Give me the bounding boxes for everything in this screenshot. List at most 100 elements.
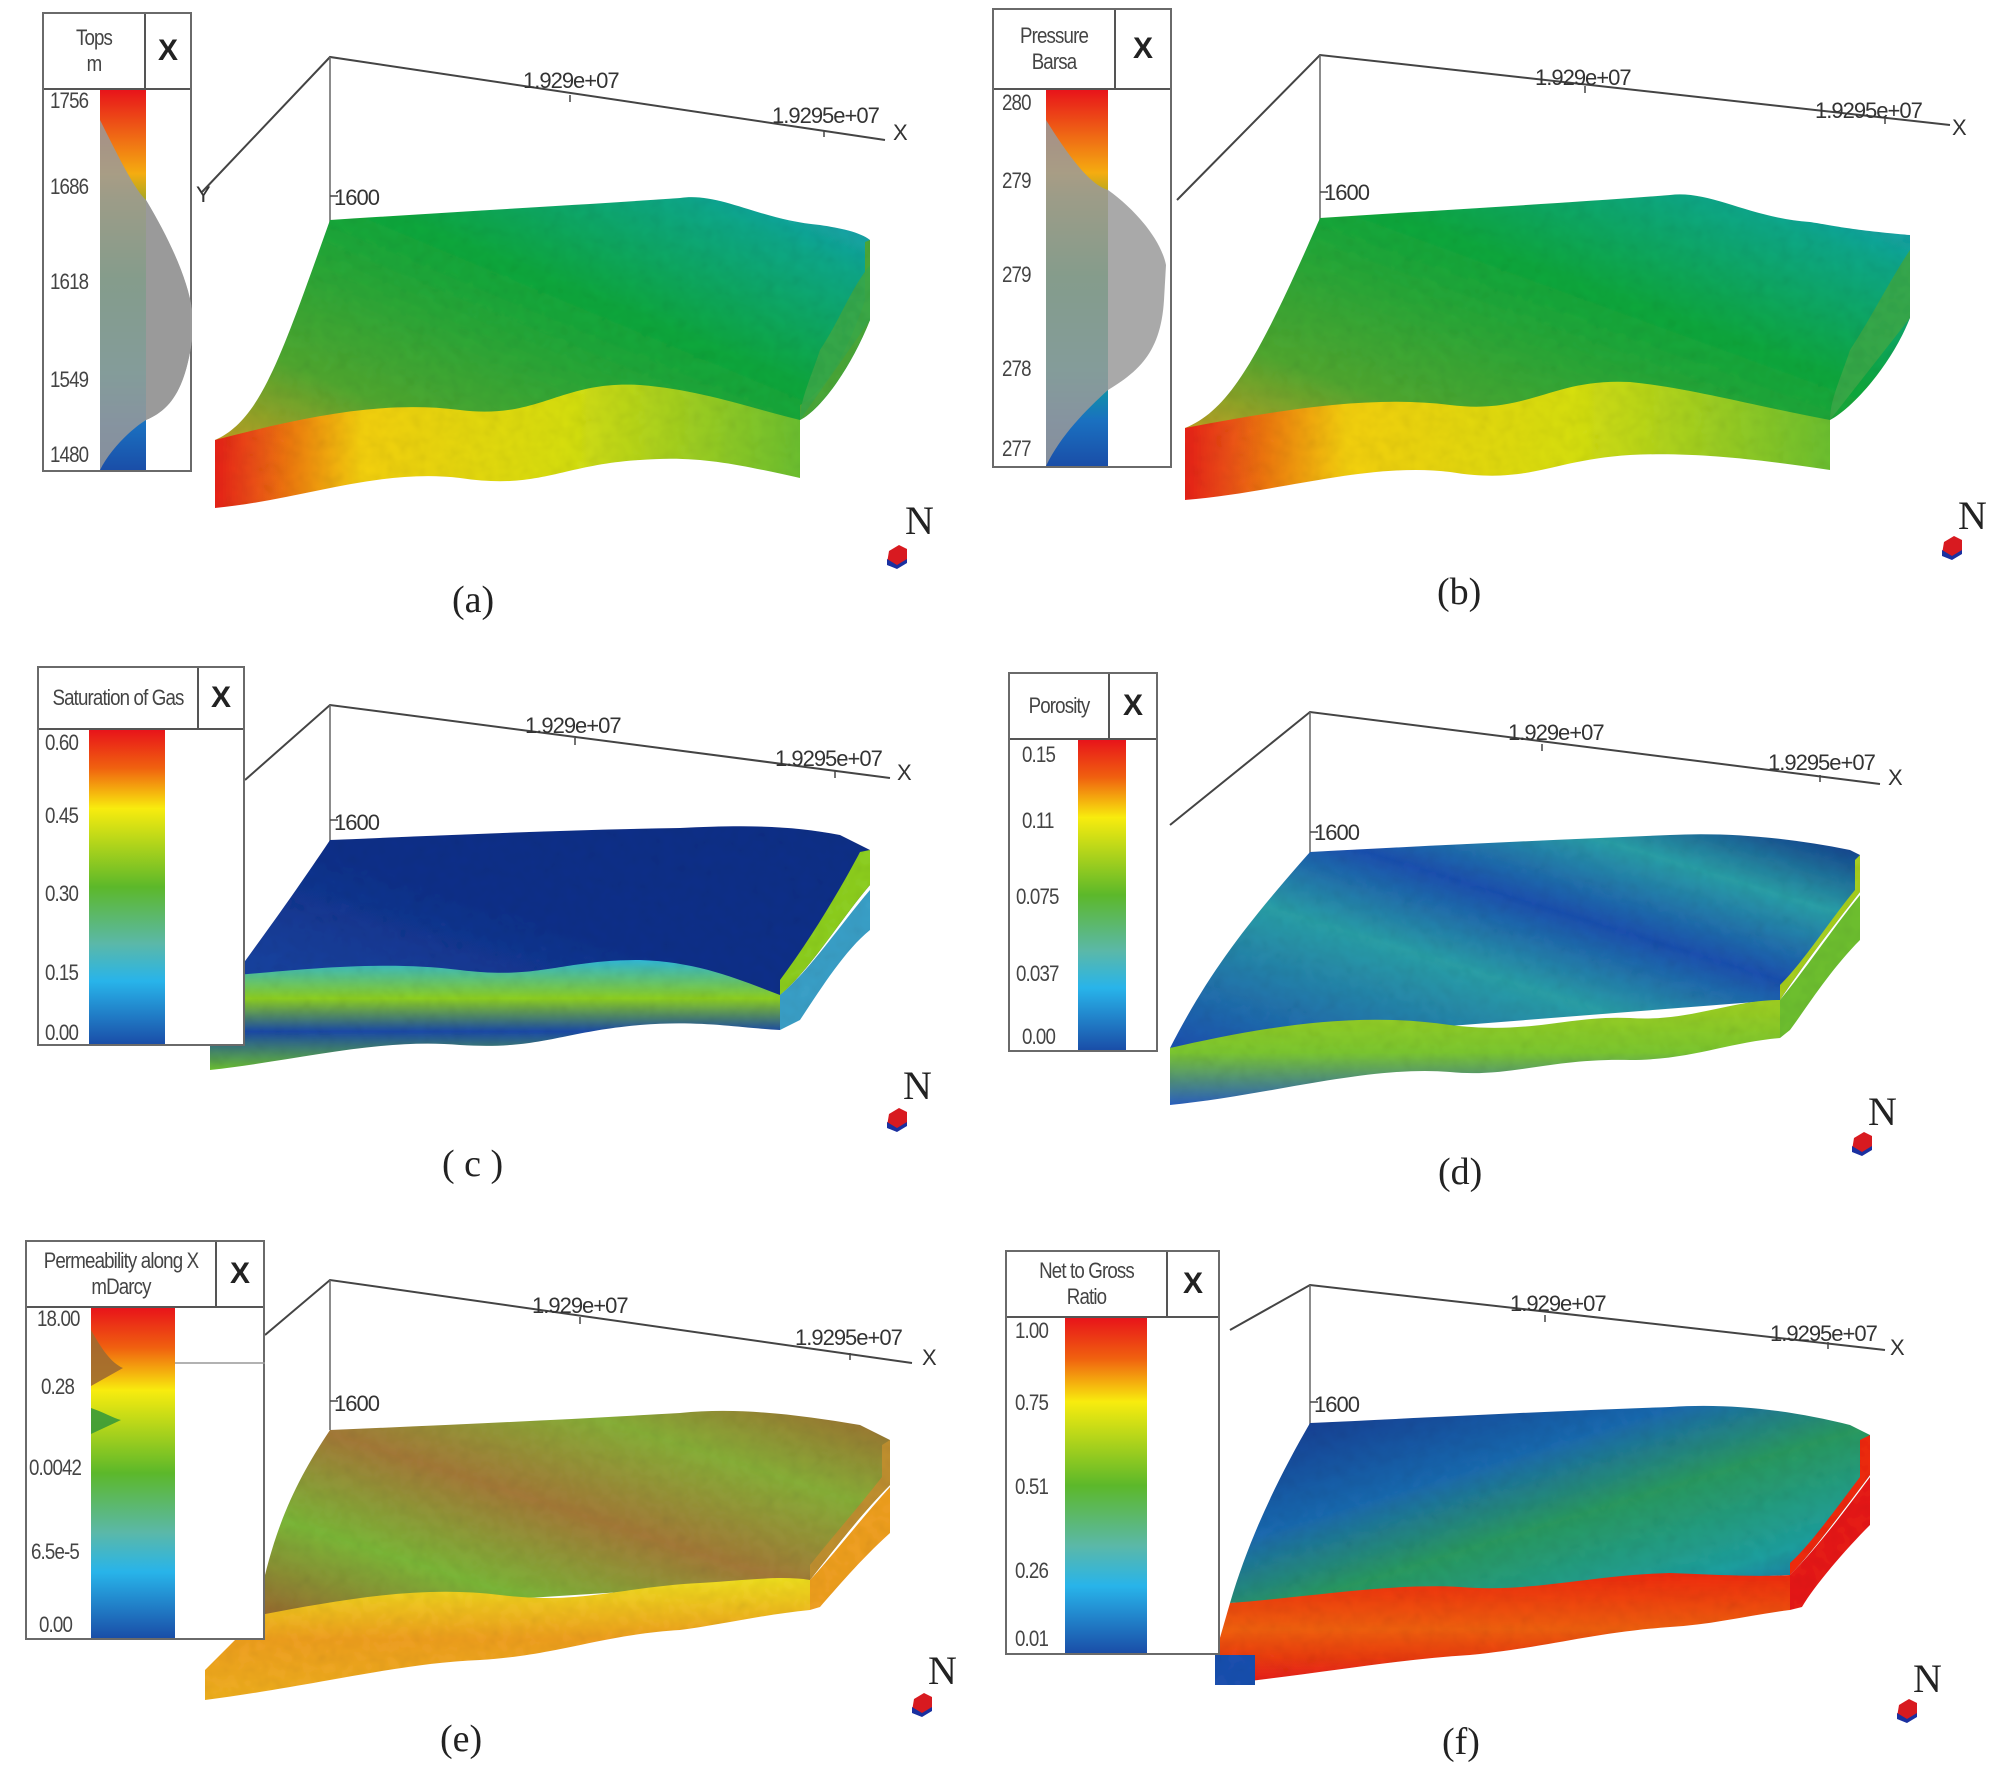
legend-tick: 18.00 xyxy=(37,1306,80,1331)
histogram xyxy=(1046,120,1166,466)
x-tick-label-1: 1.929e+07 xyxy=(525,713,621,738)
x-tick-label-2: 1.9295e+07 xyxy=(1770,1321,1878,1346)
panel-a: 1.929e+07 1.9295e+07 X Y 1600 Tops m X 1… xyxy=(0,0,1000,630)
close-button[interactable]: X xyxy=(1114,10,1170,88)
x-tick-label-1: 1.929e+07 xyxy=(1508,720,1604,745)
close-button[interactable]: X xyxy=(215,1242,263,1306)
panel-c: 1.929e+07 1.9295e+07 X 1600 Saturation o… xyxy=(0,640,1000,1200)
z-tick-label: 1600 xyxy=(1314,1392,1360,1417)
legend-tick: 0.037 xyxy=(1016,961,1059,986)
legend-tick: 0.15 xyxy=(1022,742,1056,767)
close-icon: X xyxy=(1182,1267,1203,1300)
compass-cube-icon xyxy=(1942,536,1962,560)
color-ramp xyxy=(89,730,165,1044)
legend-tick: 0.26 xyxy=(1015,1558,1049,1583)
y-axis-label: Y xyxy=(196,182,211,207)
x-tick-label-2: 1.9295e+07 xyxy=(1768,750,1876,775)
z-tick-label: 1600 xyxy=(334,185,380,210)
legend-tick: 0.0042 xyxy=(29,1455,82,1480)
x-axis-label: X xyxy=(922,1345,937,1370)
figure-caption: (a) xyxy=(452,579,495,621)
axes-3d-frame: 1.929e+07 1.9295e+07 X 1600 xyxy=(1169,710,1904,1105)
figure-caption: (e) xyxy=(440,1718,483,1760)
legend-tick: 1756 xyxy=(50,88,89,113)
legend-tick: 0.28 xyxy=(41,1374,75,1399)
north-label: N xyxy=(903,1063,932,1108)
z-tick-label: 1600 xyxy=(334,810,380,835)
x-axis-label: X xyxy=(897,760,912,785)
legend-colorbar: Permeability along X mDarcy X 18.00 0.28… xyxy=(25,1240,265,1640)
legend-tick: 0.075 xyxy=(1016,884,1059,909)
legend-tick: 279 xyxy=(1002,168,1032,193)
figure-caption: ( c ) xyxy=(442,1143,504,1185)
legend-colorbar: Pressure Barsa X 280 279 279 278 277 xyxy=(992,8,1172,468)
legend-tick: 1618 xyxy=(50,269,89,294)
compass-cube-icon xyxy=(887,1108,907,1132)
histogram xyxy=(91,1330,265,1434)
legend-tick: 279 xyxy=(1002,262,1032,287)
z-tick-label: 1600 xyxy=(1324,180,1370,205)
compass-cube-icon xyxy=(1852,1132,1872,1156)
legend-colorbar: Porosity X 0.15 0.11 0.075 0.037 0.00 xyxy=(1008,672,1158,1052)
legend-tick: 0.51 xyxy=(1015,1474,1049,1499)
north-label: N xyxy=(928,1648,957,1693)
close-icon: X xyxy=(157,34,178,67)
legend-title: Saturation of Gas xyxy=(52,685,184,710)
compass-cube-icon xyxy=(912,1693,932,1717)
legend-tick: 1686 xyxy=(50,174,89,199)
legend-tick: 1480 xyxy=(50,442,89,467)
legend-title: Tops m xyxy=(75,25,113,76)
legend-tick: 0.45 xyxy=(45,803,79,828)
legend-tick: 278 xyxy=(1002,356,1032,381)
color-ramp xyxy=(1078,740,1126,1050)
legend-title: Porosity xyxy=(1028,693,1091,718)
histogram xyxy=(100,120,192,470)
legend-tick: 0.60 xyxy=(45,730,79,755)
axes-3d-frame: 1.929e+07 1.9295e+07 X 1600 xyxy=(1176,53,1968,500)
axes-3d-frame: 1.929e+07 1.9295e+07 X 1600 xyxy=(210,703,913,1070)
x-axis-label: X xyxy=(1890,1335,1905,1360)
legend-tick: 0.15 xyxy=(45,960,79,985)
close-icon: X xyxy=(1132,32,1153,65)
legend-tick: 0.30 xyxy=(45,881,79,906)
legend-tick: 277 xyxy=(1002,436,1032,461)
north-arrow: N xyxy=(885,497,945,577)
z-tick-label: 1600 xyxy=(334,1391,380,1416)
north-label: N xyxy=(1958,493,1987,538)
close-button[interactable]: X xyxy=(144,14,190,88)
axes-3d-frame: 1.929e+07 1.9295e+07 X Y 1600 xyxy=(196,55,909,508)
legend-tick: 6.5e-5 xyxy=(31,1539,80,1564)
figure-caption: (b) xyxy=(1437,571,1482,613)
close-button[interactable]: X xyxy=(1108,674,1156,738)
legend-colorbar: Saturation of Gas X 0.60 0.45 0.30 0.15 … xyxy=(37,666,245,1046)
panel-b: 1.929e+07 1.9295e+07 X 1600 Pressure Bar… xyxy=(990,0,2000,630)
figure-caption: (d) xyxy=(1438,1151,1483,1193)
axes-3d-frame: 1.929e+07 1.9295e+07 X 1600 xyxy=(1215,1283,1906,1685)
legend-tick: 0.75 xyxy=(1015,1390,1049,1415)
legend-tick: 0.01 xyxy=(1015,1626,1049,1651)
close-icon: X xyxy=(1122,689,1143,722)
north-label: N xyxy=(1913,1656,1942,1701)
figure-caption: (f) xyxy=(1442,1721,1480,1763)
z-tick-label: 1600 xyxy=(1314,820,1360,845)
x-axis-label: X xyxy=(893,120,908,145)
x-axis-label: X xyxy=(1888,765,1903,790)
x-tick-label-1: 1.929e+07 xyxy=(1510,1291,1606,1316)
close-button[interactable]: X xyxy=(1166,1252,1218,1316)
close-button[interactable]: X xyxy=(197,668,243,728)
x-tick-label-1: 1.929e+07 xyxy=(523,68,619,93)
north-arrow: N xyxy=(885,1062,945,1142)
legend-tick: 0.00 xyxy=(1022,1024,1056,1049)
x-tick-label-2: 1.9295e+07 xyxy=(1815,98,1923,123)
x-tick-label-1: 1.929e+07 xyxy=(1535,65,1631,90)
reservoir-grid-3d xyxy=(1185,194,1910,500)
legend-colorbar: Tops m X 1756 1686 1618 1549 1480 xyxy=(42,12,192,472)
color-ramp xyxy=(1065,1318,1147,1653)
legend-tick: 0.00 xyxy=(39,1612,73,1637)
legend-colorbar: Net to Gross Ratio X 1.00 0.75 0.51 0.26… xyxy=(1005,1250,1220,1655)
reservoir-grid-3d xyxy=(205,1410,890,1700)
legend-tick: 280 xyxy=(1002,90,1032,115)
x-tick-label-1: 1.929e+07 xyxy=(532,1293,628,1318)
panel-e: 1.929e+07 1.9295e+07 X 1600 Permeability… xyxy=(0,1215,1000,1776)
panel-f: 1.929e+07 1.9295e+07 X 1600 Net to Gross… xyxy=(990,1215,2000,1776)
